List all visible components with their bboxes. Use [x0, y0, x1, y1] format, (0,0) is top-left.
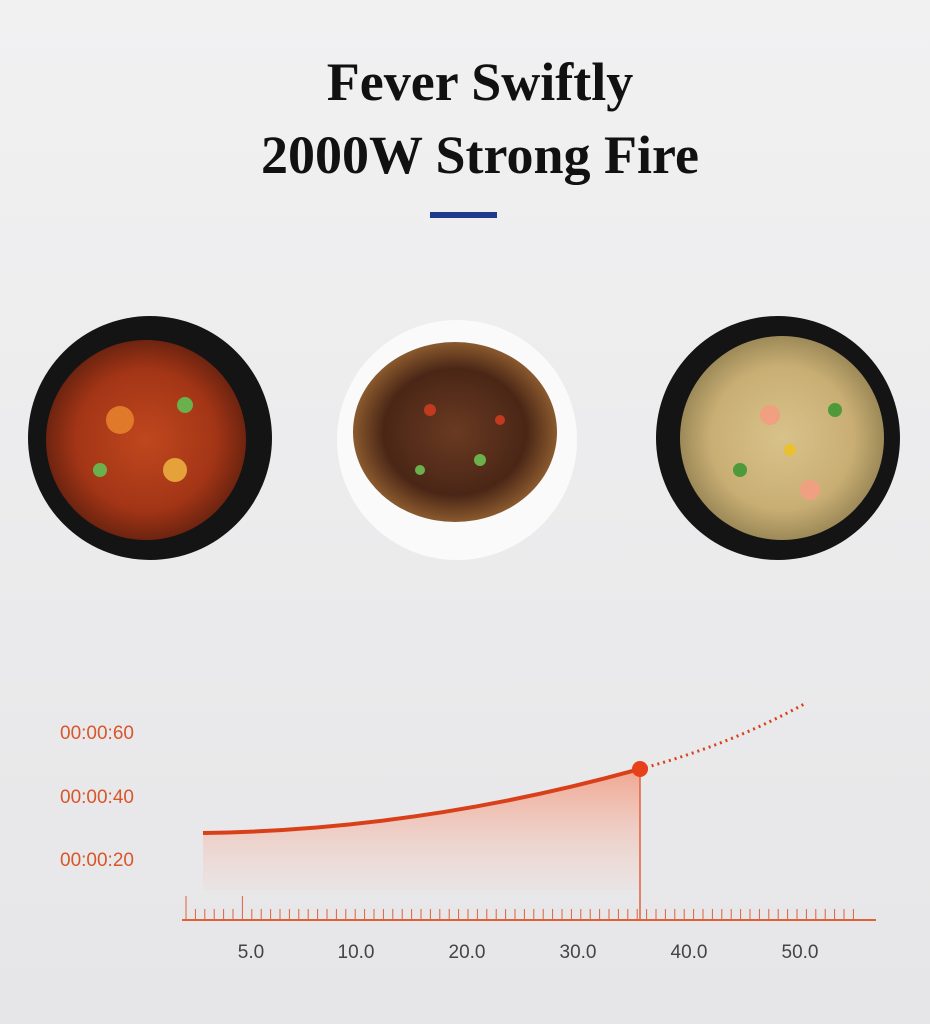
curve: [202, 767, 641, 835]
dish: [656, 316, 900, 560]
curve-projection: [639, 701, 807, 771]
title-line: Fever Swiftly: [327, 52, 633, 112]
dish: [28, 316, 272, 560]
x-label: 30.0: [560, 942, 597, 963]
curve-area: [203, 769, 640, 890]
x-label: 50.0: [782, 942, 819, 963]
y-label: 00:00:40: [60, 787, 134, 808]
y-label: 00:00:20: [60, 850, 134, 871]
heating-graphic: 00:00:60 00:00:40 00:00:20 5.0 10.0 20.0 30…: [60, 701, 876, 963]
title-line: 2000W Strong Fire: [261, 125, 699, 185]
x-label: 20.0: [449, 942, 486, 963]
y-label: 00:00:60: [60, 723, 134, 744]
x-label: 40.0: [671, 942, 708, 963]
x-label: 10.0: [338, 942, 375, 963]
x-label: 5.0: [238, 942, 264, 963]
dish: [337, 320, 577, 560]
divider: [430, 212, 497, 218]
marker-dot: [632, 761, 648, 777]
